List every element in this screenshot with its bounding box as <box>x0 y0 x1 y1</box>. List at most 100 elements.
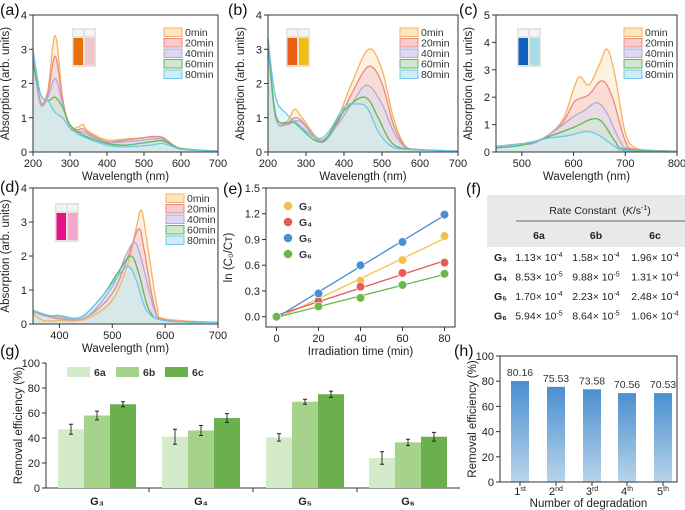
d-legend-swatch <box>165 214 185 224</box>
c-line-60min <box>495 117 678 152</box>
g-bar-6c <box>110 404 136 488</box>
c-xtick-label: 500 <box>513 158 531 170</box>
e-xtick-label: 40 <box>354 333 366 345</box>
d-cuvette-solution <box>68 213 78 240</box>
h-bar <box>511 380 529 482</box>
a-line-80min <box>32 49 219 152</box>
b-ytick-label: 4 <box>256 10 262 22</box>
g-ytick-label: 0 <box>34 483 40 495</box>
f-row-label: G₅ <box>494 291 507 303</box>
b-line-80min <box>267 38 459 152</box>
e-point-G₅ <box>313 288 324 299</box>
f-cell-mantissa: 1.13 <box>515 252 536 264</box>
f-cell-times: × 10 <box>593 272 614 284</box>
f-cell-times: × 10 <box>652 291 673 303</box>
e-x-axis-label: Irradiation time (min) <box>308 346 414 358</box>
e-point-G₃ <box>439 231 450 241</box>
d-x-axis-label: Wavelength (nm) <box>82 343 169 355</box>
b-ytick-label: 3 <box>256 44 262 56</box>
h-xtick-suffix: st <box>520 486 526 493</box>
h-xtick-suffix: rd <box>592 486 598 493</box>
g-error-bar-6a <box>277 433 281 442</box>
f-table-title: Rate Constant (K/s-1) <box>549 205 651 217</box>
h-xtick-number: 2 <box>549 486 555 498</box>
f-cell-times: × 10 <box>652 272 673 284</box>
c-legend-swatch <box>623 27 643 37</box>
g-error-bar-6b <box>95 410 99 421</box>
c-legend-label: 80min <box>645 69 674 81</box>
g-y-axis-label: Removal efficiency (%) <box>13 367 25 485</box>
panel-label-c: (c) <box>459 2 478 19</box>
g-ytick-label: 40 <box>28 433 40 445</box>
g-legend-swatch <box>67 367 90 377</box>
f-cell-mantissa: 1.96 <box>631 252 652 264</box>
h-ytick-label: 100 <box>476 351 494 363</box>
f-cell-times: × 10 <box>593 311 614 323</box>
h-bar <box>583 389 601 482</box>
a-y-axis-label: Absorption (arb. units) <box>0 27 12 140</box>
g-bar-6b <box>188 430 214 488</box>
d-legend-label: 0min <box>187 193 210 205</box>
a-xtick-label: 700 <box>209 158 227 170</box>
f-table-cell: 2.48× 10-4 <box>631 291 679 303</box>
h-xtick-label: 3rd <box>586 486 598 498</box>
b-ytick-label: 2 <box>256 79 262 91</box>
f-cell-mantissa: 2.48 <box>631 291 652 303</box>
e-legend-label: G₅ <box>299 233 312 245</box>
f-table-cell: 1.13× 10-4 <box>515 252 563 264</box>
c-legend-label: 20min <box>645 38 674 50</box>
e-point-G₄ <box>439 258 450 268</box>
b-line-60min <box>267 42 459 152</box>
c-ytick-label: 1 <box>484 120 490 132</box>
f-open-paren: ( <box>622 205 626 217</box>
a-x-axis-label: Wavelength (nm) <box>82 171 169 183</box>
e-ytick-label: 0.3 <box>245 286 260 298</box>
g-error-bar-6b <box>406 438 410 446</box>
e-point-G₆ <box>397 280 408 290</box>
f-unit-k: K <box>626 205 634 217</box>
h-bar <box>618 393 636 482</box>
f-cell-exponent: -4 <box>556 291 562 298</box>
h-bar <box>547 386 565 482</box>
panel-label-f: (f) <box>466 181 481 198</box>
b-legend-label: 80min <box>421 69 450 81</box>
d-xtick-label: 500 <box>103 330 121 342</box>
f-column-header: 6c <box>649 230 661 242</box>
e-point-G₅ <box>355 260 366 270</box>
d-cuvette-cap <box>56 205 66 211</box>
e-ytick-label: 0.0 <box>245 312 260 324</box>
f-column-header: 6a <box>533 230 545 242</box>
f-table-cell: 1.96× 10-4 <box>631 252 679 264</box>
c-cuvette-solution <box>530 38 540 65</box>
d-xtick-label: 600 <box>156 330 174 342</box>
b-legend-label: 60min <box>421 59 450 71</box>
e-xtick-label: 0 <box>273 333 279 345</box>
b-line-40min <box>267 42 459 152</box>
e-ytick-label: 0.6 <box>245 260 260 272</box>
f-cell-times: × 10 <box>536 311 557 323</box>
c-y-axis-label: Absorption (arb. units) <box>463 27 475 140</box>
a-ytick-label: 2 <box>21 79 27 91</box>
f-cell-mantissa: 1.06 <box>631 311 652 323</box>
b-xtick-label: 300 <box>297 158 315 170</box>
b-ytick-label: 0 <box>256 147 262 159</box>
e-xtick-label: 80 <box>438 333 450 345</box>
h-xtick-label: 1st <box>514 486 526 498</box>
a-ytick-label: 4 <box>21 10 27 22</box>
d-cuvette-solution <box>56 213 66 240</box>
e-point-G₅ <box>439 209 450 220</box>
b-x-axis-label: Wavelength (nm) <box>319 171 406 183</box>
c-cuvette-photo <box>517 28 541 67</box>
d-cuvette-cap <box>68 205 78 211</box>
e-ytick-label: 1.2 <box>245 209 260 221</box>
f-cell-exponent: -5 <box>556 272 562 279</box>
d-legend-label: 60min <box>187 225 216 237</box>
a-xtick-label: 200 <box>24 158 42 170</box>
g-error-bar-6c <box>225 413 229 423</box>
g-bar-6c <box>214 418 240 488</box>
f-cell-exponent: -5 <box>556 311 562 318</box>
g-legend-swatch <box>165 367 188 377</box>
c-legend-label: 0min <box>645 27 668 39</box>
g-error-bar-6c <box>432 431 436 442</box>
e-point-G₃ <box>397 255 408 265</box>
